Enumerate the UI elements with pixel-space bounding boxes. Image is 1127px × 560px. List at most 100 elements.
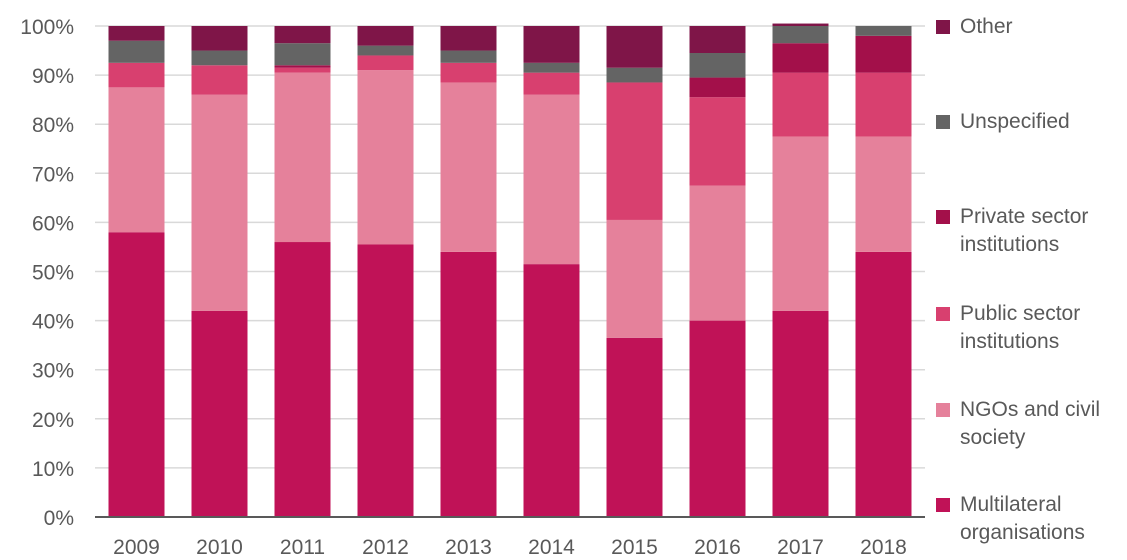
bar-2015-segment-1 (606, 219, 663, 338)
y-tick-label-80: 80% (32, 114, 74, 137)
bar-2011-segment-3 (274, 65, 331, 68)
bar-2014-segment-5 (523, 26, 580, 63)
y-tick-label-10: 10% (32, 458, 74, 481)
bar-2013-segment-2 (440, 62, 497, 83)
legend-label-line: Public sector (960, 302, 1080, 325)
x-tick-label-2015: 2015 (611, 536, 658, 559)
legend-swatch (936, 115, 950, 129)
bar-2018-segment-3 (855, 35, 912, 73)
bar-2017-segment-2 (772, 72, 829, 137)
bar-2018-segment-4 (855, 26, 912, 36)
legend-label-line: organisations (960, 521, 1085, 544)
bar-2012-segment-2 (357, 55, 414, 71)
bar-2016-segment-2 (689, 97, 746, 186)
bars (108, 23, 912, 518)
bar-2017-segment-5 (772, 23, 829, 26)
legend-item-unspecified: Unspecified (936, 110, 1070, 133)
legend-label-line: Multilateral (960, 493, 1062, 516)
legend: Other Unspecified Private sector institutio… (936, 15, 1100, 544)
bar-2009-segment-0 (108, 232, 165, 517)
bar-2014-segment-0 (523, 264, 580, 517)
bar-2011-segment-4 (274, 43, 331, 66)
bar-2018-segment-2 (855, 72, 912, 137)
bar-2011-segment-0 (274, 242, 331, 518)
legend-swatch (936, 403, 950, 417)
bar-2013-segment-5 (440, 26, 497, 51)
x-tick-label-2013: 2013 (445, 536, 492, 559)
bar-2012-segment-0 (357, 244, 414, 518)
y-tick-label-70: 70% (32, 163, 74, 186)
y-tick-label-90: 90% (32, 65, 74, 88)
x-tick-label-2018: 2018 (860, 536, 907, 559)
legend-label-line: institutions (960, 330, 1059, 353)
bar-2014-segment-4 (523, 62, 580, 73)
y-tick-label-30: 30% (32, 360, 74, 383)
legend-swatch (936, 307, 950, 321)
legend-label-line: society (960, 426, 1026, 449)
bar-2012-segment-1 (357, 70, 414, 245)
x-tick-label-2016: 2016 (694, 536, 741, 559)
bar-2016-segment-1 (689, 185, 746, 321)
bar-2009-segment-4 (108, 40, 165, 63)
bar-2011-segment-2 (274, 67, 331, 73)
x-tick-label-2011: 2011 (280, 536, 325, 559)
y-tick-label-100: 100% (20, 16, 74, 39)
bar-2017-segment-1 (772, 136, 829, 311)
legend-swatch (936, 20, 950, 34)
bar-2017-segment-0 (772, 310, 829, 517)
bar-2016-segment-0 (689, 320, 746, 517)
bar-2011-segment-1 (274, 72, 331, 243)
bar-2015-segment-4 (606, 67, 663, 83)
y-tick-label-20: 20% (32, 409, 74, 432)
bar-2017-segment-3 (772, 43, 829, 73)
x-tick-label-2010: 2010 (196, 536, 243, 559)
x-tick-label-2014: 2014 (528, 536, 575, 559)
legend-label-line: Other (960, 15, 1013, 38)
bar-2010-segment-0 (191, 310, 248, 517)
legend-swatch (936, 498, 950, 512)
bar-2012-segment-5 (357, 26, 414, 46)
legend-label-line: NGOs and civil (960, 398, 1100, 421)
bar-2010-segment-2 (191, 65, 248, 95)
x-tick-label-2017: 2017 (777, 536, 824, 559)
legend-item-multilateral-organisations: Multilateral organisations (936, 493, 1085, 544)
bar-2009-segment-1 (108, 87, 165, 233)
legend-label-line: Unspecified (960, 110, 1070, 133)
y-tick-label-50: 50% (32, 262, 74, 285)
x-axis-tick-labels: 2009 2010 2011 2012 2013 2014 2015 2016 2017 2018 (113, 536, 907, 559)
bar-2018-segment-1 (855, 136, 912, 252)
bar-2012-segment-4 (357, 45, 414, 56)
y-tick-label-0: 0% (44, 507, 74, 530)
bar-2010-segment-4 (191, 50, 248, 66)
x-tick-label-2012: 2012 (362, 536, 409, 559)
bar-2015-segment-5 (606, 26, 663, 68)
bar-2009-segment-5 (108, 26, 165, 41)
legend-label-line: institutions (960, 233, 1059, 256)
y-axis-tick-labels: 0% 10% 20% 30% 40% 50% 60% 70% 80% 90% 100% (20, 16, 74, 530)
x-tick-label-2009: 2009 (113, 536, 160, 559)
y-tick-label-40: 40% (32, 311, 74, 334)
bar-2011-segment-5 (274, 26, 331, 44)
y-tick-label-60: 60% (32, 212, 74, 235)
bar-2010-segment-1 (191, 94, 248, 311)
bar-2013-segment-0 (440, 251, 497, 518)
bar-2015-segment-2 (606, 82, 663, 220)
bar-2009-segment-2 (108, 62, 165, 88)
legend-swatch (936, 210, 950, 224)
legend-label-line: Private sector (960, 205, 1088, 228)
bar-2010-segment-5 (191, 26, 248, 51)
bar-2016-segment-5 (689, 26, 746, 54)
bar-2013-segment-4 (440, 50, 497, 63)
bar-2014-segment-1 (523, 94, 580, 265)
legend-item-ngos-and-civil-society: NGOs and civil society (936, 398, 1100, 449)
legend-item-private-sector-institutions: Private sector institutions (936, 205, 1088, 256)
bar-2017-segment-4 (772, 26, 829, 44)
legend-item-other: Other (936, 15, 1013, 38)
bar-2016-segment-4 (689, 53, 746, 78)
bar-2013-segment-1 (440, 82, 497, 252)
bar-2015-segment-0 (606, 337, 663, 517)
bar-2014-segment-2 (523, 72, 580, 95)
legend-item-public-sector-institutions: Public sector institutions (936, 302, 1080, 353)
bar-2016-segment-3 (689, 77, 746, 98)
